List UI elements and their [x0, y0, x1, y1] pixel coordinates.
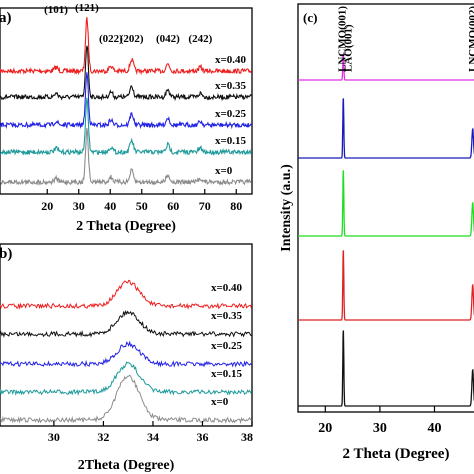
panel-a-peak-label: (101)	[44, 4, 68, 16]
panel-a-series-line	[0, 97, 252, 156]
panel-c-peak-label: LAO(001)	[343, 24, 355, 72]
panel-c-frame	[297, 3, 474, 413]
panel-a-peak-label: (242)	[188, 33, 212, 45]
panel-b-series-label: x=0.15	[211, 368, 243, 380]
panel-b-series-label: x=0.25	[211, 340, 243, 352]
panel-c-peak-label: LNCMO(001)	[337, 6, 349, 72]
panel-b-series-line	[0, 279, 252, 310]
panel-b-xtick-label: 30	[48, 430, 60, 444]
panel-c-xtick-label: 20	[318, 421, 332, 436]
panel-c-peak-label: LNCMO(002)	[467, 6, 474, 72]
panel-a-series-line	[0, 72, 252, 130]
panel-a-xtick-label: 50	[136, 199, 148, 213]
panel-a-series-label: x=0.35	[215, 80, 247, 92]
panel-b-xtick-label: 34	[147, 430, 159, 444]
panel-a-series-label: x=0.15	[215, 135, 247, 147]
panel-b-xtick-label: 36	[196, 430, 208, 444]
panel-c-series-line	[298, 98, 474, 159]
panel-b: (b) x=0.40 x=0.35 x=0.25 x=0.15 x=0 30 32 34 36…	[0, 243, 253, 473]
panel-b-series-label: x=0.40	[211, 282, 243, 294]
panel-b-frame	[0, 243, 253, 427]
panel-b-xlabel: 2Theta (Degree)	[78, 458, 175, 473]
panel-b-series-line	[0, 374, 252, 424]
panel-a-xtick-label: 20	[41, 199, 53, 213]
panel-c-label: (c)	[303, 10, 317, 25]
panel-a-series-label: x=0.40	[215, 54, 247, 66]
panel-a-frame	[0, 7, 253, 195]
panel-c: LNCMO(001)LAO(001)LNCMO(002)LAO(002) 203…	[279, 3, 474, 462]
panel-a-series-line	[0, 45, 252, 102]
panel-b-series-line	[0, 309, 252, 338]
panel-a-xtick-label: 60	[167, 199, 179, 213]
panel-a-label: (a)	[0, 10, 12, 26]
panel-a-xtick-label: 40	[104, 199, 116, 213]
panel-b-xtick-label: 32	[97, 430, 109, 444]
panel-b-label: (b)	[0, 246, 12, 262]
panel-c-series-line	[298, 170, 474, 237]
panel-c-xtick-label: 30	[373, 421, 387, 436]
panel-a-peak-label: (202)	[120, 33, 144, 45]
panel-b-series-line	[0, 340, 252, 368]
panel-a-xtick-label: 30	[73, 199, 85, 213]
panel-b-series-label: x=0	[211, 396, 229, 408]
panel-c-series-line	[298, 330, 474, 407]
panel-a-xtick-label: 80	[230, 199, 242, 213]
panel-c-ylabel: Intensity (a.u.)	[279, 164, 294, 252]
panel-b-series-label: x=0.35	[211, 310, 243, 322]
panel-c-series-line	[298, 51, 474, 81]
panel-a-peak-label: (121)	[75, 2, 99, 14]
panel-a-peak-label: (022)	[99, 33, 123, 45]
panel-a-series-line	[0, 17, 252, 76]
panel-a-series-line	[0, 127, 252, 186]
panel-a-xlabel: 2 Theta (Degree)	[76, 219, 176, 234]
panel-b-xtick-label: 38	[241, 430, 253, 444]
panel-a-peak-label: (042)	[156, 33, 180, 45]
panel-a-xtick-label: 70	[199, 199, 211, 213]
panel-c-series-line	[298, 250, 474, 321]
panel-c-xtick-label: 40	[427, 421, 441, 436]
panel-a-series-label: x=0.25	[215, 108, 247, 120]
panel-b-series-line	[0, 361, 252, 397]
panel-a: (a) (101) (121) (022)(202) (042) (242) x=0.4…	[0, 2, 253, 234]
panel-c-xlabel: 2 Theta (Degree)	[343, 446, 450, 462]
panel-a-series-label: x=0	[215, 165, 233, 177]
